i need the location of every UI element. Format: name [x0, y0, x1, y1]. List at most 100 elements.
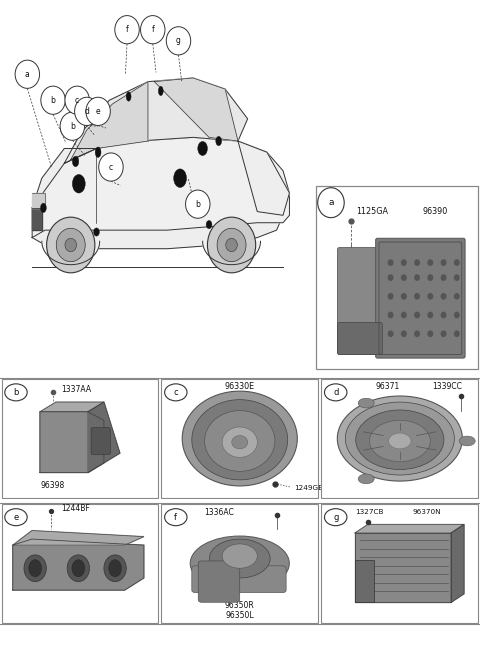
- Text: b: b: [13, 388, 19, 397]
- Circle shape: [441, 274, 446, 281]
- Text: 1249GE: 1249GE: [294, 485, 323, 491]
- Text: 1339CC: 1339CC: [432, 382, 462, 391]
- Ellipse shape: [190, 536, 289, 591]
- Text: f: f: [126, 25, 129, 34]
- Ellipse shape: [198, 141, 207, 156]
- Ellipse shape: [40, 203, 46, 212]
- Ellipse shape: [182, 391, 297, 486]
- Circle shape: [318, 188, 344, 217]
- FancyBboxPatch shape: [198, 561, 240, 602]
- Ellipse shape: [108, 560, 121, 577]
- Circle shape: [454, 293, 460, 300]
- Ellipse shape: [356, 410, 444, 470]
- Circle shape: [387, 274, 394, 281]
- Circle shape: [65, 86, 89, 114]
- Ellipse shape: [126, 92, 131, 101]
- Circle shape: [15, 60, 39, 88]
- Circle shape: [414, 311, 420, 319]
- Text: 96390: 96390: [422, 207, 447, 216]
- Ellipse shape: [72, 175, 85, 193]
- Polygon shape: [32, 208, 42, 230]
- Ellipse shape: [72, 156, 79, 167]
- Text: f: f: [151, 25, 154, 34]
- Circle shape: [441, 311, 446, 319]
- FancyBboxPatch shape: [321, 504, 479, 623]
- Text: e: e: [96, 107, 100, 116]
- Ellipse shape: [358, 474, 374, 484]
- Circle shape: [414, 274, 420, 281]
- Circle shape: [99, 153, 123, 181]
- Ellipse shape: [345, 402, 455, 475]
- Circle shape: [414, 293, 420, 300]
- Polygon shape: [238, 141, 289, 215]
- Circle shape: [47, 217, 95, 273]
- Circle shape: [414, 330, 420, 337]
- Circle shape: [387, 330, 394, 337]
- Ellipse shape: [370, 420, 430, 462]
- Circle shape: [5, 509, 27, 526]
- Circle shape: [141, 16, 165, 44]
- Circle shape: [454, 260, 460, 266]
- Circle shape: [387, 260, 394, 266]
- Circle shape: [401, 274, 407, 281]
- Circle shape: [427, 330, 433, 337]
- Polygon shape: [32, 200, 283, 249]
- FancyBboxPatch shape: [337, 248, 382, 354]
- Text: c: c: [109, 162, 113, 171]
- Circle shape: [217, 228, 246, 261]
- Circle shape: [401, 293, 407, 300]
- Circle shape: [401, 330, 407, 337]
- Polygon shape: [355, 524, 464, 533]
- Text: g: g: [333, 512, 338, 522]
- Ellipse shape: [67, 555, 89, 581]
- Text: f: f: [174, 512, 177, 522]
- Text: 96320T: 96320T: [46, 544, 75, 553]
- Polygon shape: [13, 531, 144, 545]
- Circle shape: [186, 190, 210, 218]
- FancyBboxPatch shape: [321, 379, 479, 498]
- Polygon shape: [203, 241, 261, 265]
- Circle shape: [41, 86, 65, 114]
- Text: c: c: [75, 96, 79, 104]
- Polygon shape: [13, 539, 144, 590]
- Text: d: d: [84, 107, 89, 116]
- Circle shape: [401, 311, 407, 319]
- Text: 96398: 96398: [41, 482, 65, 490]
- Circle shape: [401, 260, 407, 266]
- Text: 1327CB: 1327CB: [355, 509, 384, 514]
- Ellipse shape: [459, 436, 475, 446]
- Circle shape: [86, 97, 110, 125]
- Text: b: b: [195, 200, 200, 209]
- Text: 96370N: 96370N: [413, 509, 441, 514]
- FancyBboxPatch shape: [355, 560, 374, 602]
- Circle shape: [454, 311, 460, 319]
- Polygon shape: [32, 193, 45, 208]
- FancyBboxPatch shape: [1, 504, 158, 623]
- Text: 96350L: 96350L: [226, 611, 254, 620]
- Ellipse shape: [389, 433, 411, 449]
- Circle shape: [454, 274, 460, 281]
- Circle shape: [427, 260, 433, 266]
- Text: b: b: [70, 122, 75, 131]
- Circle shape: [427, 311, 433, 319]
- Polygon shape: [88, 402, 120, 472]
- Text: 1336AC: 1336AC: [204, 508, 234, 517]
- FancyBboxPatch shape: [1, 379, 158, 498]
- Ellipse shape: [174, 169, 187, 187]
- Circle shape: [454, 330, 460, 337]
- Ellipse shape: [222, 544, 257, 568]
- Text: b: b: [50, 96, 56, 104]
- Text: 1337AA: 1337AA: [61, 386, 91, 394]
- Circle shape: [60, 112, 84, 141]
- Text: c: c: [173, 388, 178, 397]
- Ellipse shape: [232, 436, 248, 449]
- Polygon shape: [355, 533, 451, 602]
- Ellipse shape: [192, 399, 288, 480]
- Circle shape: [165, 384, 187, 401]
- Polygon shape: [451, 524, 464, 602]
- Text: a: a: [25, 70, 30, 79]
- Circle shape: [441, 293, 446, 300]
- Text: g: g: [176, 36, 181, 45]
- Text: d: d: [333, 388, 338, 397]
- Circle shape: [324, 509, 347, 526]
